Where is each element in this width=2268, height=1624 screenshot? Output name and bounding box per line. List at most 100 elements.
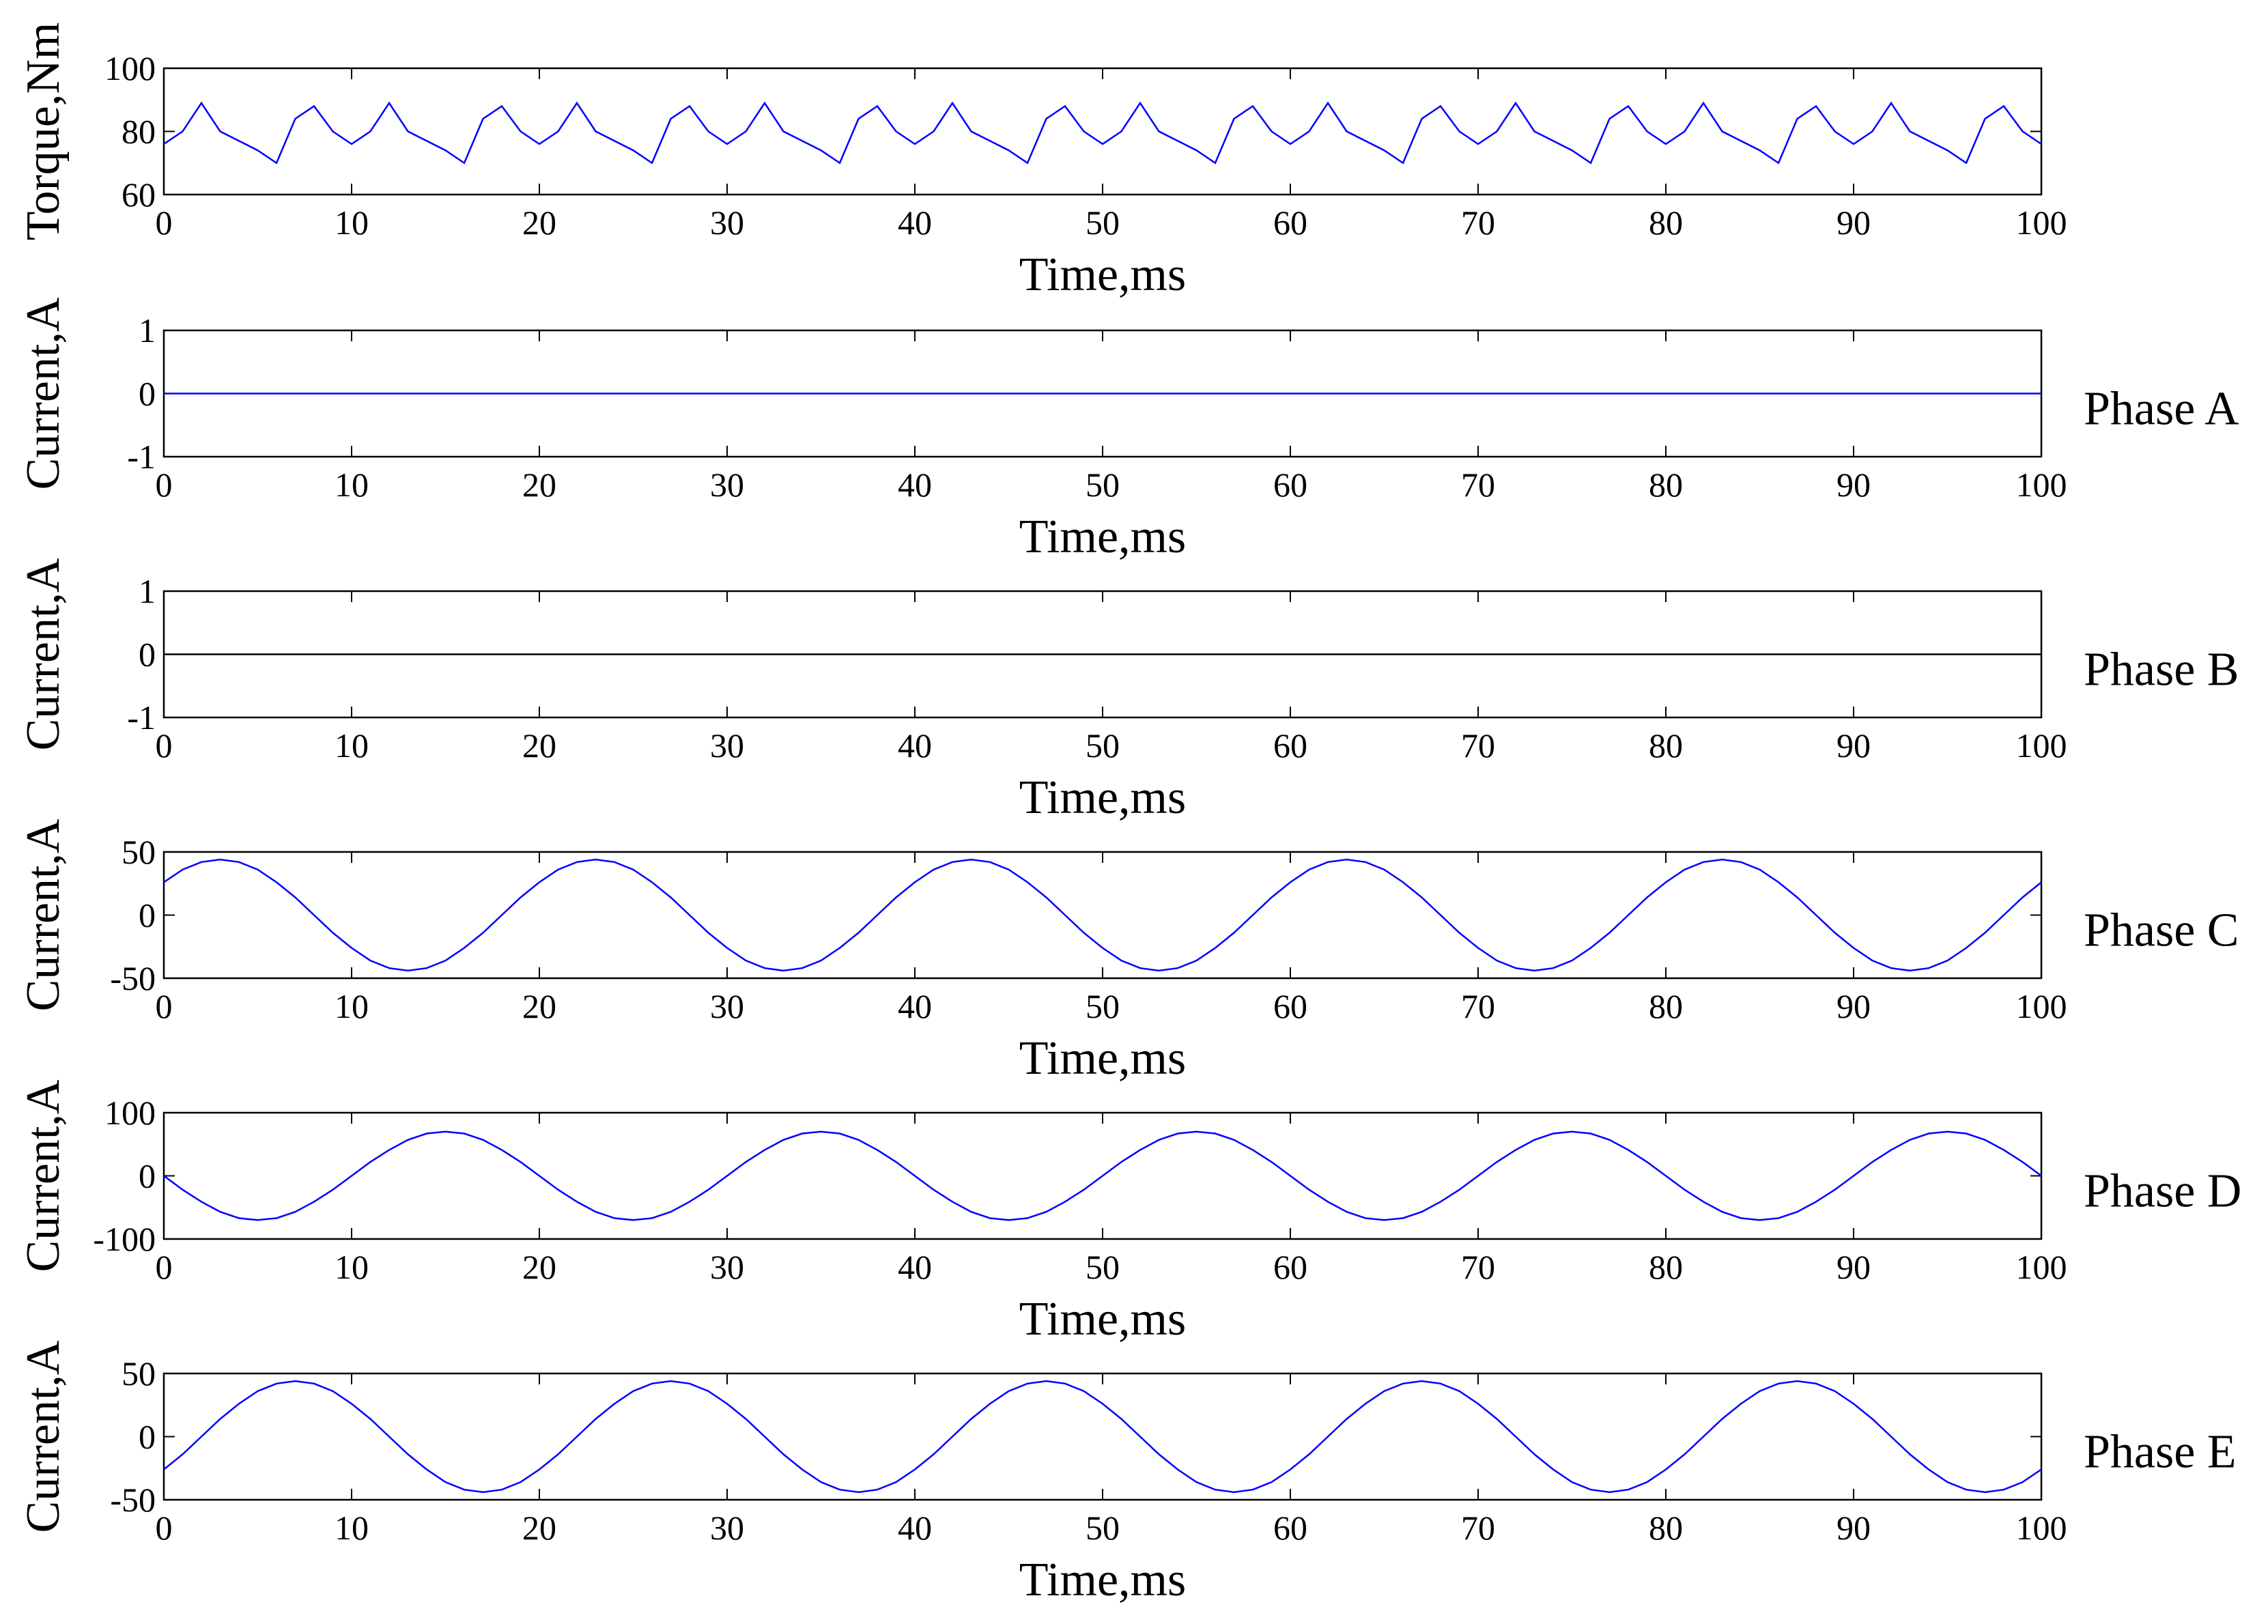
data-line [163, 1130, 2042, 1221]
x-tick-label: 20 [522, 466, 556, 504]
x-tick-label: 80 [1649, 987, 1683, 1025]
x-axis-label: Time,ms [1019, 1554, 1186, 1606]
x-tick-label: 100 [2016, 1509, 2067, 1547]
x-tick-label: 80 [1649, 466, 1683, 504]
x-tick-label: 90 [1837, 466, 1871, 504]
y-tick-label: 100 [104, 49, 156, 87]
x-tick-label: 50 [1086, 1509, 1120, 1547]
x-tick-label: 60 [1273, 1248, 1307, 1286]
y-tick-label: 100 [104, 1094, 156, 1132]
x-axis-label: Time,ms [1019, 1293, 1186, 1345]
y-tick-label: 1 [139, 572, 156, 610]
x-tick-label: 0 [156, 1248, 173, 1286]
x-tick-label: 30 [710, 466, 744, 504]
x-tick-label: 50 [1086, 466, 1120, 504]
x-tick-label: 30 [710, 203, 744, 242]
x-tick-label: 20 [522, 203, 556, 242]
x-tick-label: 90 [1837, 987, 1871, 1025]
y-tick-label: -1 [127, 698, 156, 737]
x-tick-label: 20 [522, 726, 556, 765]
y-axis-label: Torque,Nm [17, 23, 70, 241]
plot-area [162, 851, 2043, 980]
y-tick-label: 0 [139, 1157, 156, 1195]
x-tick-label: 0 [156, 726, 173, 765]
phase-label: Phase B [2084, 644, 2239, 696]
x-tick-label: 40 [898, 987, 932, 1025]
x-tick-label: 70 [1461, 466, 1495, 504]
plot-area [162, 67, 2043, 196]
x-tick-label: 50 [1086, 987, 1120, 1025]
x-tick-label: 70 [1461, 1248, 1495, 1286]
x-tick-label: 40 [898, 726, 932, 765]
x-axis-label: Time,ms [1019, 511, 1186, 563]
y-tick-label: 80 [122, 113, 156, 151]
x-tick-label: 100 [2016, 203, 2067, 242]
x-tick-label: 20 [522, 1248, 556, 1286]
x-tick-label: 10 [335, 203, 369, 242]
y-tick-label: 0 [139, 636, 156, 674]
x-tick-label: 40 [898, 203, 932, 242]
x-tick-label: 0 [156, 987, 173, 1025]
x-tick-label: 90 [1837, 726, 1871, 765]
x-tick-label: 0 [156, 1509, 173, 1547]
x-tick-label: 10 [335, 1248, 369, 1286]
x-tick-label: 30 [710, 1248, 744, 1286]
x-tick-label: 90 [1837, 203, 1871, 242]
phase-label: Phase A [2084, 383, 2239, 436]
y-tick-label: -50 [110, 959, 156, 997]
data-line [163, 858, 2042, 972]
x-tick-label: 40 [898, 1509, 932, 1547]
x-tick-label: 20 [522, 987, 556, 1025]
x-tick-label: 10 [335, 466, 369, 504]
y-tick-label: -100 [93, 1220, 156, 1258]
x-tick-label: 40 [898, 466, 932, 504]
x-tick-label: 20 [522, 1509, 556, 1547]
y-tick-label: -1 [127, 438, 156, 476]
x-tick-label: 80 [1649, 1248, 1683, 1286]
y-axis-label: Current,A [17, 297, 70, 489]
x-tick-label: 30 [710, 726, 744, 765]
x-tick-label: 80 [1649, 726, 1683, 765]
x-tick-label: 50 [1086, 726, 1120, 765]
x-tick-label: 60 [1273, 726, 1307, 765]
x-tick-label: 0 [156, 466, 173, 504]
y-tick-label: 1 [139, 311, 156, 350]
y-tick-label: 0 [139, 896, 156, 935]
x-tick-label: 40 [898, 1248, 932, 1286]
x-tick-label: 60 [1273, 466, 1307, 504]
x-tick-label: 100 [2016, 1248, 2067, 1286]
x-tick-label: 70 [1461, 203, 1495, 242]
x-tick-label: 100 [2016, 466, 2067, 504]
x-tick-label: 70 [1461, 726, 1495, 765]
plot-area [162, 1372, 2043, 1501]
data-line [163, 101, 2042, 165]
data-line [163, 1380, 2042, 1494]
x-tick-label: 60 [1273, 987, 1307, 1025]
y-axis-label: Current,A [17, 558, 70, 750]
x-axis-label: Time,ms [1019, 248, 1186, 301]
phase-label: Phase D [2084, 1165, 2241, 1218]
x-tick-label: 60 [1273, 203, 1307, 242]
phase-label: Phase C [2084, 904, 2239, 957]
x-tick-label: 80 [1649, 203, 1683, 242]
x-tick-label: 30 [710, 987, 744, 1025]
y-tick-label: 50 [122, 833, 156, 871]
y-tick-label: 50 [122, 1354, 156, 1393]
y-tick-label: 60 [122, 175, 156, 214]
y-tick-label: -50 [110, 1481, 156, 1519]
x-tick-label: 50 [1086, 1248, 1120, 1286]
y-tick-label: 0 [139, 1418, 156, 1456]
x-tick-label: 70 [1461, 987, 1495, 1025]
x-tick-label: 100 [2016, 726, 2067, 765]
x-axis-label: Time,ms [1019, 771, 1186, 824]
x-tick-label: 10 [335, 726, 369, 765]
y-tick-label: 0 [139, 375, 156, 413]
y-axis-label: Current,A [17, 818, 70, 1011]
x-axis-label: Time,ms [1019, 1032, 1186, 1085]
x-tick-label: 50 [1086, 203, 1120, 242]
x-tick-label: 60 [1273, 1509, 1307, 1547]
x-tick-label: 90 [1837, 1248, 1871, 1286]
x-tick-label: 10 [335, 1509, 369, 1547]
